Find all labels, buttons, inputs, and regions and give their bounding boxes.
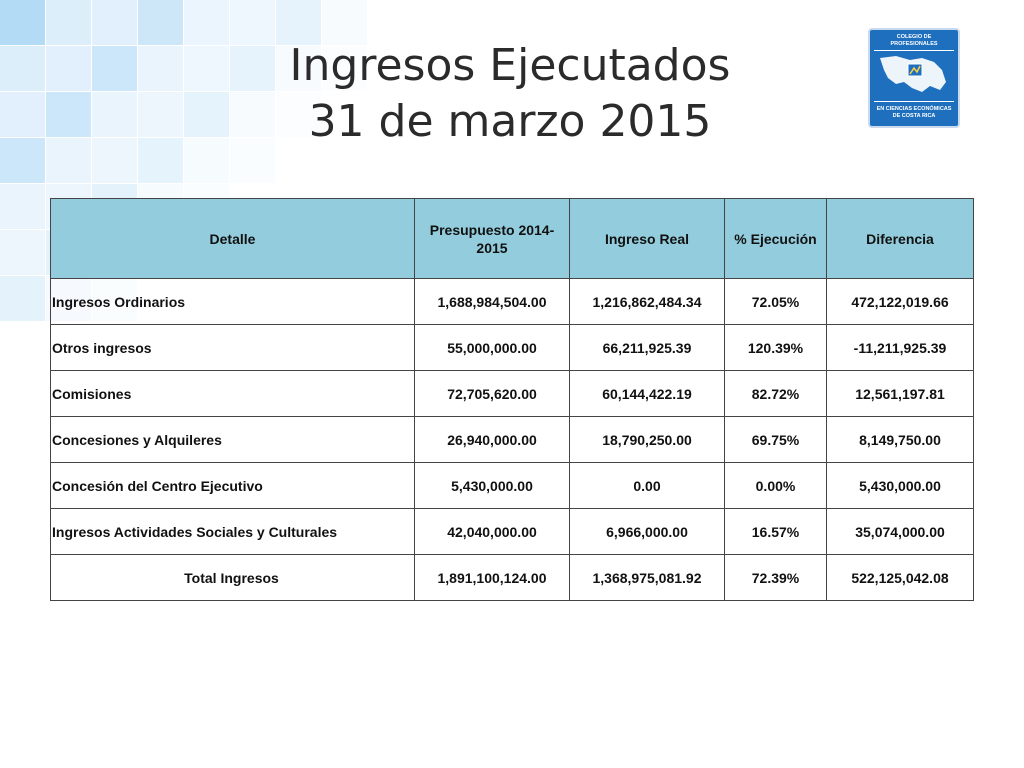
decorative-tile [138, 138, 183, 183]
table-row: Ingresos Actividades Sociales y Cultural… [50, 508, 974, 555]
decorative-tile [184, 0, 229, 45]
logo-bottom-text: EN CIENCIAS ECONÓMICAS DE COSTA RICA [876, 106, 952, 119]
cell-ingreso-real: 6,966,000.00 [569, 508, 725, 555]
slide-title: Ingresos Ejecutados 31 de marzo 2015 [200, 38, 820, 150]
decorative-tile [46, 46, 91, 91]
cell-diferencia: 8,149,750.00 [826, 416, 974, 463]
cell-ingreso-real: 1,368,975,081.92 [569, 554, 725, 601]
cell-ejecucion: 0.00% [724, 462, 827, 509]
cell-presupuesto: 72,705,620.00 [414, 370, 570, 417]
cell-presupuesto: 26,940,000.00 [414, 416, 570, 463]
table-row: Concesiones y Alquileres 26,940,000.00 18,… [50, 416, 974, 463]
cell-detalle: Comisiones [50, 370, 415, 417]
table-row: Ingresos Ordinarios 1,688,984,504.00 1,216… [50, 278, 974, 325]
decorative-tile [92, 138, 137, 183]
cell-detalle: Concesión del Centro Ejecutivo [50, 462, 415, 509]
cell-presupuesto: 1,688,984,504.00 [414, 278, 570, 325]
cell-presupuesto: 42,040,000.00 [414, 508, 570, 555]
logo-rule-top [874, 50, 954, 51]
cell-diferencia: 35,074,000.00 [826, 508, 974, 555]
cell-ejecucion: 82.72% [724, 370, 827, 417]
colegio-logo: COLEGIO DE PROFESIONALES EN CIENCIAS ECO… [868, 28, 960, 128]
cell-detalle: Ingresos Ordinarios [50, 278, 415, 325]
cell-ejecucion: 72.05% [724, 278, 827, 325]
cell-ingreso-real: 0.00 [569, 462, 725, 509]
cell-detalle: Total Ingresos [50, 554, 415, 601]
decorative-tile [0, 230, 45, 275]
cell-presupuesto: 1,891,100,124.00 [414, 554, 570, 601]
header-detalle: Detalle [50, 198, 415, 279]
cell-presupuesto: 5,430,000.00 [414, 462, 570, 509]
logo-top-text: COLEGIO DE PROFESIONALES [890, 34, 938, 47]
cell-diferencia: -11,211,925.39 [826, 324, 974, 371]
decorative-tile [92, 0, 137, 45]
decorative-tile [322, 46, 367, 91]
decorative-tile [230, 0, 275, 45]
cell-diferencia: 12,561,197.81 [826, 370, 974, 417]
decorative-tile [46, 0, 91, 45]
decorative-tile [92, 46, 137, 91]
decorative-tile [230, 92, 275, 137]
table-row: Comisiones 72,705,620.00 60,144,422.19 82.7… [50, 370, 974, 417]
table-header-row: Detalle Presupuesto 2014-2015 Ingreso Real… [50, 198, 974, 279]
table-row: Otros ingresos 55,000,000.00 66,211,925.39… [50, 324, 974, 371]
decorative-tile [276, 92, 321, 137]
cell-detalle: Otros ingresos [50, 324, 415, 371]
header-presupuesto: Presupuesto 2014-2015 [414, 198, 570, 279]
decorative-tile [0, 138, 45, 183]
title-line-1: Ingresos Ejecutados [289, 40, 731, 91]
cell-ejecucion: 120.39% [724, 324, 827, 371]
header-ingreso-real: Ingreso Real [569, 198, 725, 279]
table-total-row: Total Ingresos 1,891,100,124.00 1,368,975,… [50, 554, 974, 601]
logo-rule-bottom [874, 101, 954, 102]
decorative-tile [138, 0, 183, 45]
costa-rica-map-icon [880, 56, 946, 92]
cell-ingreso-real: 60,144,422.19 [569, 370, 725, 417]
title-line-2: 31 de marzo 2015 [308, 96, 712, 147]
cell-ingreso-real: 1,216,862,484.34 [569, 278, 725, 325]
cell-ejecucion: 16.57% [724, 508, 827, 555]
decorative-tile [0, 46, 45, 91]
decorative-tile [276, 46, 321, 91]
cell-diferencia: 472,122,019.66 [826, 278, 974, 325]
decorative-tile [230, 138, 275, 183]
cell-diferencia: 5,430,000.00 [826, 462, 974, 509]
decorative-tile [322, 0, 367, 45]
cell-detalle: Ingresos Actividades Sociales y Cultural… [50, 508, 415, 555]
header-ejecucion: % Ejecución [724, 198, 827, 279]
decorative-tile [0, 276, 45, 321]
decorative-tile [92, 92, 137, 137]
decorative-tile [46, 92, 91, 137]
cell-diferencia: 522,125,042.08 [826, 554, 974, 601]
decorative-tile [138, 46, 183, 91]
cell-ingreso-real: 66,211,925.39 [569, 324, 725, 371]
decorative-tile [184, 138, 229, 183]
decorative-tile [184, 92, 229, 137]
decorative-tile [0, 92, 45, 137]
header-diferencia: Diferencia [826, 198, 974, 279]
cell-presupuesto: 55,000,000.00 [414, 324, 570, 371]
table-row: Concesión del Centro Ejecutivo 5,430,000.… [50, 462, 974, 509]
decorative-tile [184, 46, 229, 91]
cell-ingreso-real: 18,790,250.00 [569, 416, 725, 463]
income-table: Detalle Presupuesto 2014-2015 Ingreso Real… [50, 198, 974, 601]
cell-ejecucion: 69.75% [724, 416, 827, 463]
decorative-tile [0, 0, 45, 45]
cell-ejecucion: 72.39% [724, 554, 827, 601]
decorative-tile [0, 184, 45, 229]
decorative-tile [276, 0, 321, 45]
decorative-tile [230, 46, 275, 91]
decorative-tile [46, 138, 91, 183]
cell-detalle: Concesiones y Alquileres [50, 416, 415, 463]
decorative-tile [138, 92, 183, 137]
